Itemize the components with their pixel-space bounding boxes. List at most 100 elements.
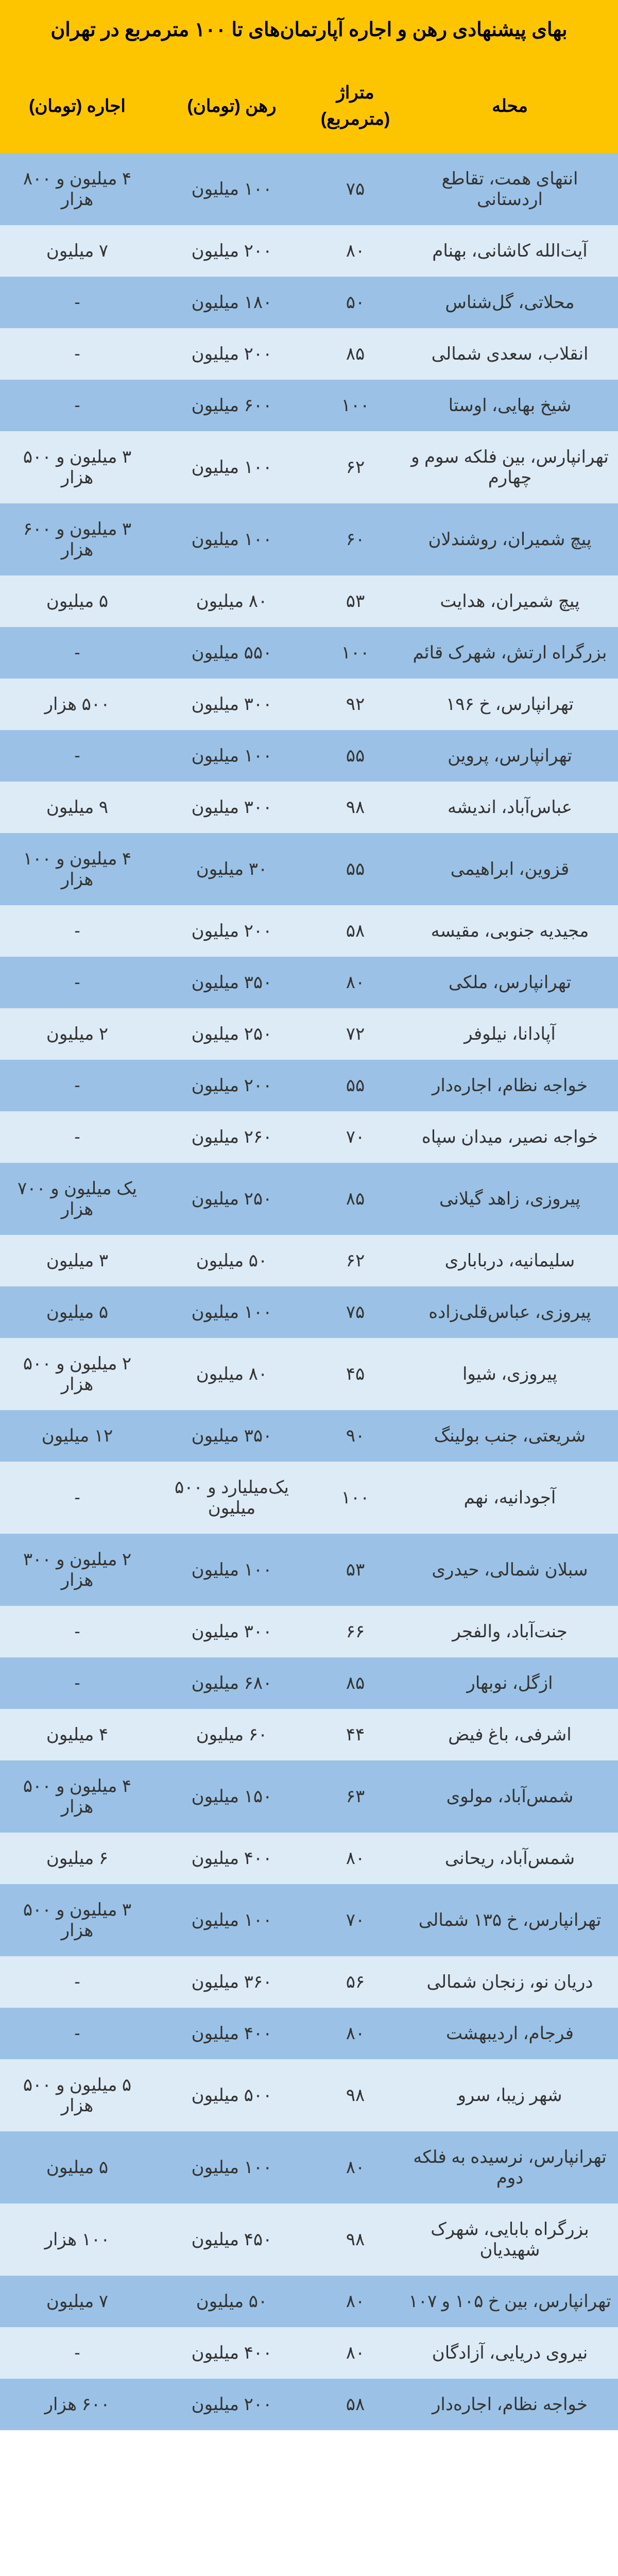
cell-location: تهرانپارس، نرسیده به فلکه دوم <box>402 2131 618 2204</box>
cell-area: ۸۰ <box>309 2008 402 2059</box>
cell-area: ۷۰ <box>309 1111 402 1163</box>
cell-rent: ۲ میلیون و ۵۰۰ هزار <box>0 1338 154 1410</box>
cell-rent: ۷ میلیون <box>0 225 154 277</box>
cell-rent: ۶۰۰ هزار <box>0 2379 154 2430</box>
cell-location: سبلان شمالی، حیدری <box>402 1534 618 1606</box>
cell-area: ۵۸ <box>309 2379 402 2430</box>
price-table: بهای پیشنهادی رهن و اجاره آپارتمان‌های ت… <box>0 0 618 2430</box>
cell-location: بزرگراه بابایی، شهرک شهیدیان <box>402 2204 618 2276</box>
table-row: فرجام، اردیبهشت۸۰۴۰۰ میلیون- <box>0 2008 618 2059</box>
table-title: بهای پیشنهادی رهن و اجاره آپارتمان‌های ت… <box>0 0 618 59</box>
table-row: پیچ شمیران، هدایت۵۳۸۰ میلیون۵ میلیون <box>0 575 618 627</box>
price-table-container: بهای پیشنهادی رهن و اجاره آپارتمان‌های ت… <box>0 0 618 2430</box>
cell-rent: ۶ میلیون <box>0 1833 154 1884</box>
table-row: پیروزی، شیوا۴۵۸۰ میلیون۲ میلیون و ۵۰۰ هز… <box>0 1338 618 1410</box>
cell-deposit: ۲۰۰ میلیون <box>154 905 309 957</box>
cell-rent: ۱۲ میلیون <box>0 1410 154 1462</box>
table-row: خواجه نظام، اجاره‌دار۵۸۲۰۰ میلیون۶۰۰ هزا… <box>0 2379 618 2430</box>
cell-location: شریعتی، جنب بولینگ <box>402 1410 618 1462</box>
cell-location: انقلاب، سعدی شمالی <box>402 328 618 380</box>
cell-rent: - <box>0 1060 154 1111</box>
cell-deposit: ۱۰۰ میلیون <box>154 1286 309 1338</box>
table-row: محلاتی، گل‌شناس۵۰۱۸۰ میلیون- <box>0 277 618 328</box>
header-deposit: رهن (تومان) <box>154 59 309 153</box>
cell-rent: ۴ میلیون <box>0 1709 154 1760</box>
cell-deposit: ۳۰۰ میلیون <box>154 679 309 730</box>
cell-area: ۵۳ <box>309 1534 402 1606</box>
cell-rent: - <box>0 730 154 782</box>
cell-area: ۱۰۰ <box>309 627 402 679</box>
table-row: جنت‌آباد، والفجر۶۶۳۰۰ میلیون- <box>0 1606 618 1657</box>
cell-location: پیچ شمیران، هدایت <box>402 575 618 627</box>
cell-location: مجیدیه جنوبی، مقیسه <box>402 905 618 957</box>
cell-location: آجودانیه، نهم <box>402 1462 618 1534</box>
cell-deposit: ۶۰ میلیون <box>154 1709 309 1760</box>
cell-area: ۶۳ <box>309 1760 402 1833</box>
cell-area: ۵۵ <box>309 730 402 782</box>
table-row: قزوین، ابراهیمی۵۵۳۰ میلیون۴ میلیون و ۱۰۰… <box>0 833 618 905</box>
cell-area: ۹۲ <box>309 679 402 730</box>
cell-rent: ۷ میلیون <box>0 2276 154 2327</box>
cell-deposit: ۲۵۰ میلیون <box>154 1008 309 1060</box>
table-row: بزرگراه ارتش، شهرک قائم۱۰۰۵۵۰ میلیون- <box>0 627 618 679</box>
cell-deposit: ۳۶۰ میلیون <box>154 1956 309 2008</box>
cell-rent: ۹ میلیون <box>0 782 154 833</box>
cell-deposit: ۴۰۰ میلیون <box>154 1833 309 1884</box>
cell-deposit: ۶۰۰ میلیون <box>154 380 309 431</box>
cell-location: محلاتی، گل‌شناس <box>402 277 618 328</box>
cell-rent: - <box>0 905 154 957</box>
table-row: خواجه نصیر، میدان سپاه۷۰۲۶۰ میلیون- <box>0 1111 618 1163</box>
cell-area: ۸۵ <box>309 1163 402 1235</box>
cell-location: بزرگراه ارتش، شهرک قائم <box>402 627 618 679</box>
cell-area: ۴۵ <box>309 1338 402 1410</box>
table-row: شیخ بهایی، اوستا۱۰۰۶۰۰ میلیون- <box>0 380 618 431</box>
cell-rent: ۳ میلیون و ۶۰۰ هزار <box>0 503 154 575</box>
table-row: انتهای همت، تقاطع اردستانی۷۵۱۰۰ میلیون۴ … <box>0 153 618 225</box>
cell-rent: ۵ میلیون و ۵۰۰ هزار <box>0 2059 154 2131</box>
cell-location: پیچ شمیران، روشندلان <box>402 503 618 575</box>
cell-deposit: ۴۵۰ میلیون <box>154 2204 309 2276</box>
cell-area: ۹۸ <box>309 2059 402 2131</box>
cell-location: تهرانپارس، خ ۱۳۵ شمالی <box>402 1884 618 1956</box>
cell-area: ۷۲ <box>309 1008 402 1060</box>
cell-deposit: ۲۵۰ میلیون <box>154 1163 309 1235</box>
table-row: انقلاب، سعدی شمالی۸۵۲۰۰ میلیون- <box>0 328 618 380</box>
cell-location: تهرانپارس، ملکی <box>402 957 618 1008</box>
cell-rent: - <box>0 380 154 431</box>
cell-location: عباس‌آباد، اندیشه <box>402 782 618 833</box>
cell-rent: - <box>0 2327 154 2379</box>
cell-deposit: ۱۰۰ میلیون <box>154 730 309 782</box>
cell-location: تهرانپارس، بین فلکه سوم و چهارم <box>402 431 618 503</box>
cell-rent: - <box>0 1462 154 1534</box>
table-body: انتهای همت، تقاطع اردستانی۷۵۱۰۰ میلیون۴ … <box>0 153 618 2430</box>
table-row: آپادانا، نیلوفر۷۲۲۵۰ میلیون۲ میلیون <box>0 1008 618 1060</box>
cell-area: ۸۰ <box>309 2327 402 2379</box>
header-rent: اجاره (تومان) <box>0 59 154 153</box>
cell-area: ۷۰ <box>309 1884 402 1956</box>
cell-deposit: ۳۵۰ میلیون <box>154 1410 309 1462</box>
table-row: پیچ شمیران، روشندلان۶۰۱۰۰ میلیون۳ میلیون… <box>0 503 618 575</box>
cell-area: ۵۵ <box>309 833 402 905</box>
cell-deposit: ۱۰۰ میلیون <box>154 503 309 575</box>
cell-rent: - <box>0 2008 154 2059</box>
cell-area: ۵۰ <box>309 277 402 328</box>
cell-location: قزوین، ابراهیمی <box>402 833 618 905</box>
cell-deposit: ۳۰۰ میلیون <box>154 782 309 833</box>
cell-deposit: ۲۰۰ میلیون <box>154 2379 309 2430</box>
cell-location: جنت‌آباد، والفجر <box>402 1606 618 1657</box>
cell-area: ۵۳ <box>309 575 402 627</box>
cell-rent: ۴ میلیون و ۵۰۰ هزار <box>0 1760 154 1833</box>
cell-area: ۷۵ <box>309 153 402 225</box>
table-row: خواجه نظام، اجاره‌دار۵۵۲۰۰ میلیون- <box>0 1060 618 1111</box>
table-row: تهرانپارس، ملکی۸۰۳۵۰ میلیون- <box>0 957 618 1008</box>
cell-location: ازگل، نوبهار <box>402 1657 618 1709</box>
cell-area: ۷۵ <box>309 1286 402 1338</box>
cell-location: شیخ بهایی، اوستا <box>402 380 618 431</box>
cell-location: آپادانا، نیلوفر <box>402 1008 618 1060</box>
cell-location: دریان نو، زنجان شمالی <box>402 1956 618 2008</box>
cell-location: پیروزی، شیوا <box>402 1338 618 1410</box>
cell-rent: - <box>0 1657 154 1709</box>
cell-rent: - <box>0 957 154 1008</box>
table-row: تهرانپارس، خ ۱۹۶۹۲۳۰۰ میلیون۵۰۰ هزار <box>0 679 618 730</box>
cell-deposit: ۳۵۰ میلیون <box>154 957 309 1008</box>
